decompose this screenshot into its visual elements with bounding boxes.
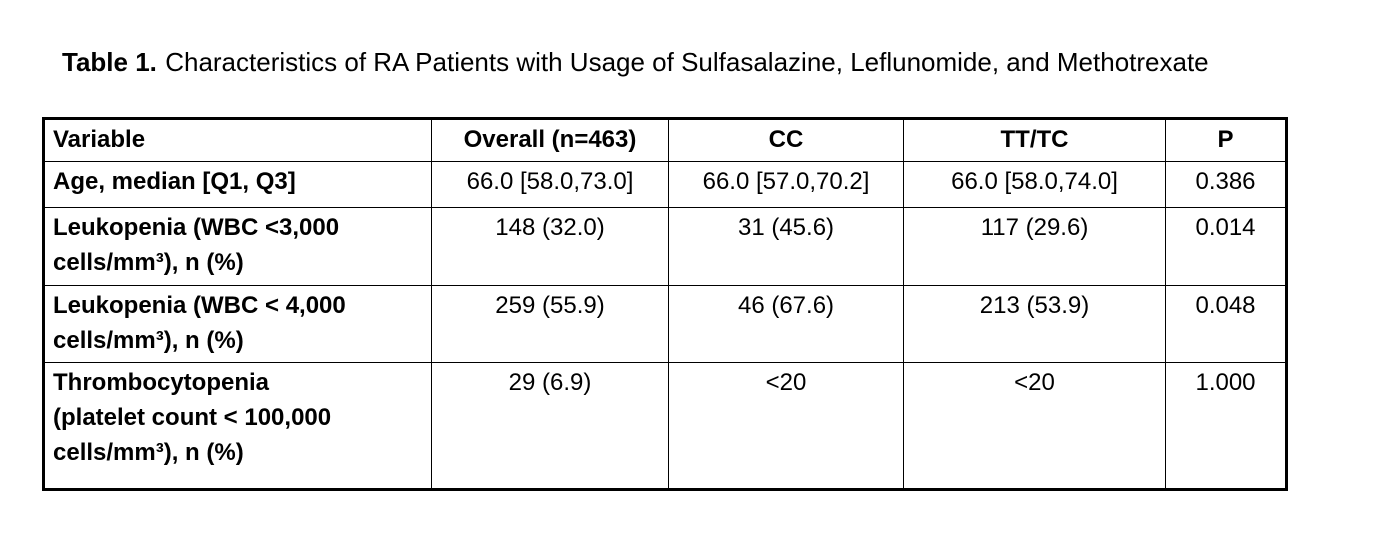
cell-p-value: 0.386 (1165, 161, 1287, 208)
cell-variable: Leukopenia (WBC <3,000 cells/mm³), n (%) (43, 207, 432, 286)
column-header-p: P (1165, 118, 1287, 162)
table-header-row: Variable Overall (n=463) CC TT/TC P (43, 118, 1287, 162)
table-row-age: Age, median [Q1, Q3] 66.0 [58.0,73.0] 66… (43, 161, 1287, 208)
cell-cc: <20 (668, 362, 904, 490)
table-caption-text: Characteristics of RA Patients with Usag… (165, 47, 1209, 77)
column-header-variable: Variable (43, 118, 432, 162)
cell-cc: 66.0 [57.0,70.2] (668, 161, 904, 208)
table-row-thrombocytopenia: Thrombocytopenia (platelet count < 100,0… (43, 362, 1287, 490)
cell-overall: 148 (32.0) (431, 207, 669, 286)
table-caption-label: Table 1. (62, 47, 157, 77)
column-header-cc: CC (668, 118, 904, 162)
cell-p-value: 1.000 (1165, 362, 1287, 490)
cell-variable: Age, median [Q1, Q3] (43, 161, 432, 208)
cell-cc: 31 (45.6) (668, 207, 904, 286)
column-header-tt-tc: TT/TC (903, 118, 1166, 162)
table-caption: Table 1. Characteristics of RA Patients w… (62, 46, 1209, 79)
cell-variable: Leukopenia (WBC < 4,000 cells/mm³), n (%… (43, 285, 432, 363)
characteristics-table: Variable Overall (n=463) CC TT/TC P Age,… (42, 117, 1288, 491)
cell-tt-tc: 66.0 [58.0,74.0] (903, 161, 1166, 208)
cell-cc: 46 (67.6) (668, 285, 904, 363)
cell-tt-tc: 213 (53.9) (903, 285, 1166, 363)
cell-variable: Thrombocytopenia (platelet count < 100,0… (43, 362, 432, 490)
cell-p-value: 0.048 (1165, 285, 1287, 363)
column-header-overall: Overall (n=463) (431, 118, 669, 162)
cell-tt-tc: <20 (903, 362, 1166, 490)
cell-p-value: 0.014 (1165, 207, 1287, 286)
table-row-leukopenia-4000: Leukopenia (WBC < 4,000 cells/mm³), n (%… (43, 285, 1287, 363)
cell-overall: 29 (6.9) (431, 362, 669, 490)
table-row-leukopenia-3000: Leukopenia (WBC <3,000 cells/mm³), n (%)… (43, 207, 1287, 286)
cell-overall: 259 (55.9) (431, 285, 669, 363)
cell-overall: 66.0 [58.0,73.0] (431, 161, 669, 208)
cell-tt-tc: 117 (29.6) (903, 207, 1166, 286)
